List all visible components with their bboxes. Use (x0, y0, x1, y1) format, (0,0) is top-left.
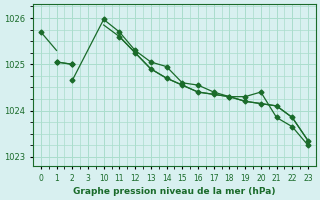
X-axis label: Graphe pression niveau de la mer (hPa): Graphe pression niveau de la mer (hPa) (73, 187, 276, 196)
